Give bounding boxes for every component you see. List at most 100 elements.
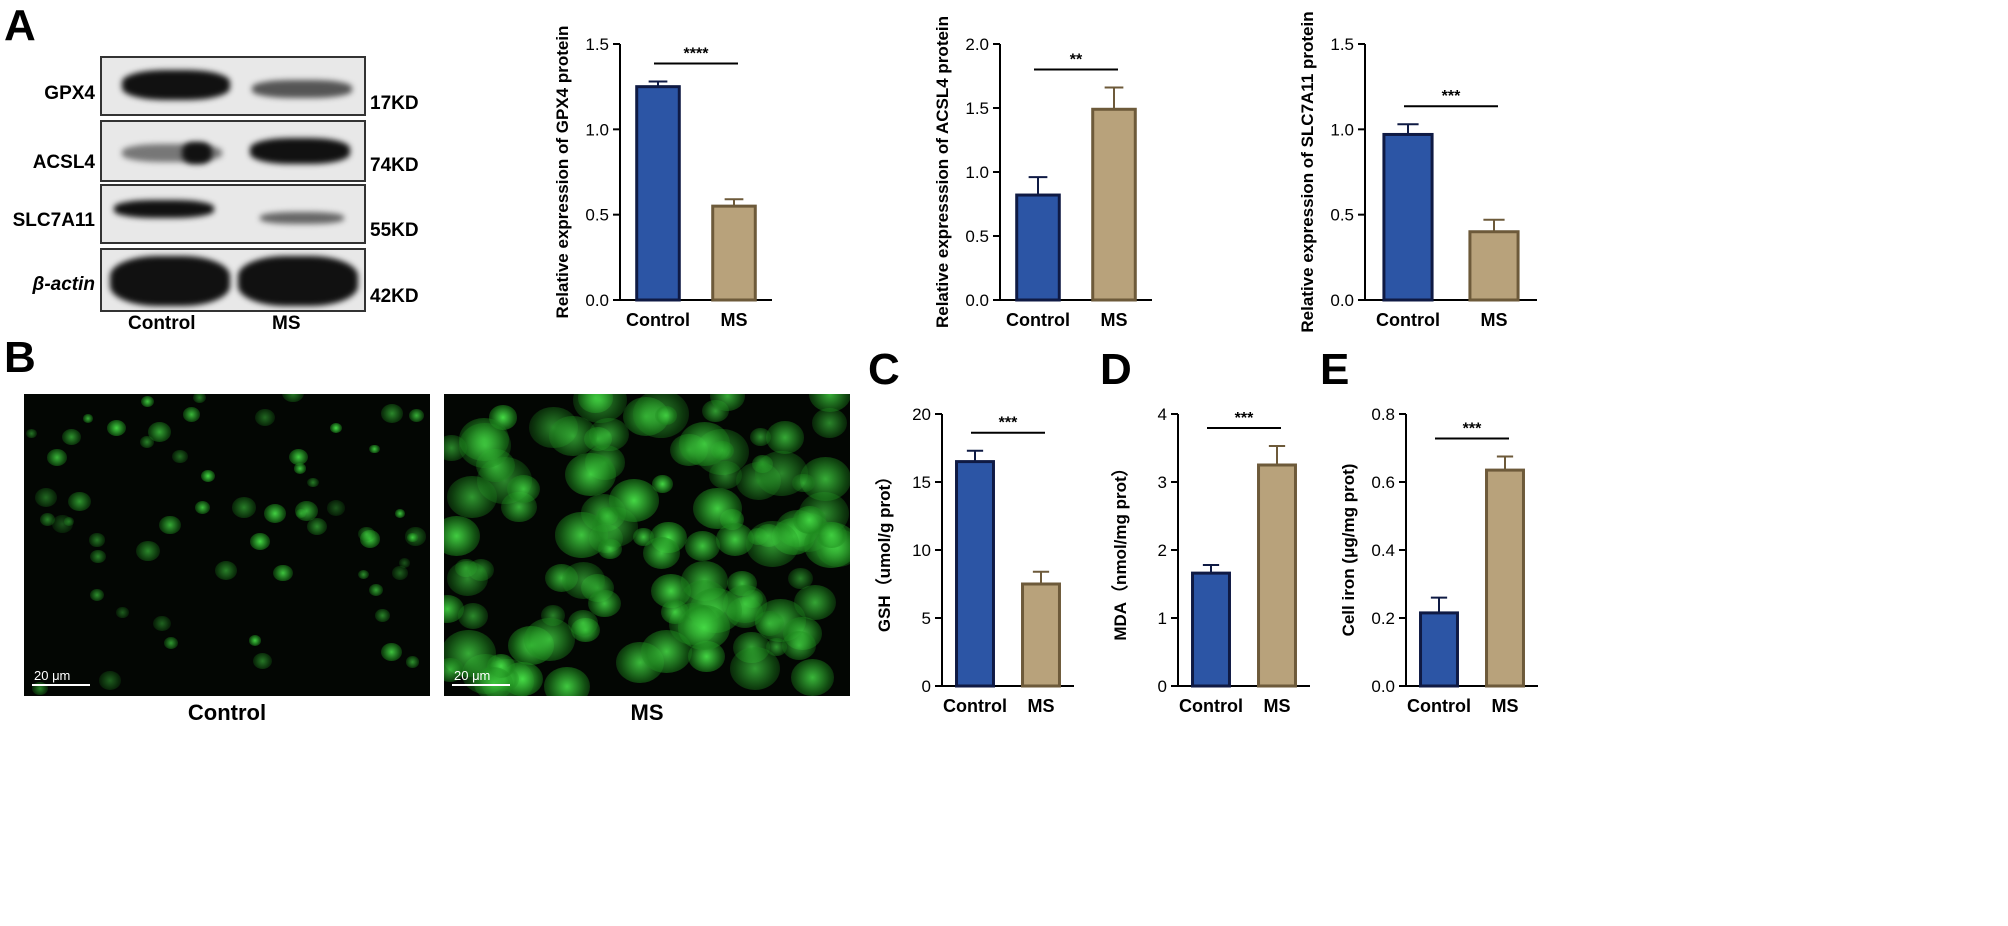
cell bbox=[369, 444, 380, 454]
y-axis-label: GSH（umol/g prot） bbox=[874, 468, 894, 632]
cell bbox=[409, 409, 425, 423]
y-tick-label: 0.8 bbox=[1371, 405, 1395, 424]
y-tick-label: 0 bbox=[1158, 677, 1167, 696]
cell bbox=[808, 394, 850, 413]
y-tick-label: 3 bbox=[1158, 473, 1167, 492]
y-tick-label: 5 bbox=[922, 609, 931, 628]
cell bbox=[375, 609, 390, 622]
cell bbox=[214, 560, 238, 581]
panel-letter-d: D bbox=[1100, 345, 1132, 394]
cell bbox=[524, 617, 575, 661]
x-tick-label: Control bbox=[626, 310, 690, 330]
cell bbox=[407, 532, 418, 542]
cell bbox=[369, 584, 384, 597]
y-axis-label: Relative expression of GPX4 protein bbox=[553, 26, 572, 319]
cell bbox=[136, 540, 160, 561]
cell bbox=[140, 435, 154, 448]
cell bbox=[171, 449, 188, 463]
cell bbox=[678, 422, 731, 466]
cell bbox=[392, 566, 409, 580]
cell bbox=[444, 658, 464, 683]
cell bbox=[661, 600, 690, 625]
y-tick-label: 0.0 bbox=[965, 291, 989, 310]
cell bbox=[34, 488, 57, 507]
bar-ms bbox=[1485, 468, 1525, 688]
cell bbox=[192, 394, 206, 403]
bar-ms bbox=[1021, 582, 1061, 688]
lane-label-control: Control bbox=[128, 313, 196, 334]
cell bbox=[264, 503, 287, 523]
cell bbox=[250, 533, 270, 551]
scale-bar bbox=[452, 684, 510, 686]
cell bbox=[654, 405, 677, 425]
bar-control bbox=[635, 85, 681, 302]
blot-strip-acsl4 bbox=[100, 120, 366, 182]
blot-strip-slc7a11 bbox=[100, 184, 366, 244]
cell bbox=[147, 421, 172, 442]
cell bbox=[544, 667, 590, 696]
cell bbox=[62, 429, 81, 445]
x-tick-label: Control bbox=[943, 696, 1007, 716]
cell bbox=[289, 448, 309, 465]
significance-label: ** bbox=[1070, 52, 1083, 69]
cell bbox=[548, 415, 597, 457]
bar-ms bbox=[1257, 463, 1297, 688]
cell bbox=[64, 517, 75, 527]
cell bbox=[89, 533, 105, 547]
y-axis-label: Relative expresssion of ACSL4 protein bbox=[933, 16, 952, 328]
cell bbox=[200, 469, 216, 483]
y-axis-label: Relative expression of SLC7A11 protein bbox=[1298, 11, 1317, 332]
cell bbox=[40, 513, 56, 526]
x-tick-label: MS bbox=[1264, 696, 1291, 716]
blot-label-acsl4: ACSL4 bbox=[32, 152, 95, 173]
y-tick-label: 2.0 bbox=[965, 35, 989, 54]
cell bbox=[506, 475, 541, 504]
cell bbox=[791, 659, 835, 696]
x-tick-label: MS bbox=[1101, 310, 1128, 330]
chart-mda: 0 1 2 3 4 MDA（nmol/mg prot） Control MS *** bbox=[1110, 405, 1310, 716]
blot-label-gpx4: GPX4 bbox=[44, 83, 95, 104]
blot-strip-gpx4 bbox=[100, 56, 366, 116]
cell bbox=[182, 407, 201, 423]
cell bbox=[68, 491, 91, 512]
cell bbox=[141, 395, 155, 407]
micrograph-control: 20 μm bbox=[24, 394, 430, 696]
cell bbox=[447, 475, 498, 519]
cell bbox=[153, 616, 171, 632]
x-tick-label: MS bbox=[1028, 696, 1055, 716]
y-tick-label: 15 bbox=[912, 473, 931, 492]
cell bbox=[693, 488, 742, 530]
panel-letter-a: A bbox=[4, 1, 36, 50]
x-tick-label: MS bbox=[1481, 310, 1508, 330]
cell bbox=[565, 453, 617, 497]
cell bbox=[766, 421, 805, 454]
y-tick-label: 1 bbox=[1158, 609, 1167, 628]
bar-control bbox=[1382, 132, 1434, 302]
scale-bar bbox=[32, 684, 90, 686]
cell bbox=[326, 500, 345, 516]
chart-acsl4: 0.0 0.5 1.0 1.5 2.0 Relative expresssion of A… bbox=[933, 16, 1152, 330]
panel-letter-e: E bbox=[1320, 345, 1350, 394]
blot-label-beta-actin: β-actin bbox=[32, 274, 95, 295]
y-tick-label: 0.0 bbox=[1371, 677, 1395, 696]
cell bbox=[380, 642, 402, 661]
cell bbox=[729, 647, 780, 690]
scale-label: 20 μm bbox=[34, 668, 71, 683]
cell bbox=[163, 636, 178, 649]
y-tick-label: 0.5 bbox=[1330, 206, 1354, 225]
bar-control bbox=[1419, 611, 1459, 688]
cell bbox=[89, 588, 104, 601]
cell bbox=[749, 427, 772, 447]
cell bbox=[90, 549, 107, 564]
bar-control bbox=[1191, 571, 1231, 688]
cell bbox=[651, 475, 674, 494]
cell bbox=[329, 422, 343, 434]
cell bbox=[106, 420, 126, 437]
bar-ms bbox=[1468, 230, 1520, 302]
y-tick-label: 1.5 bbox=[1330, 35, 1354, 54]
bar-ms bbox=[1091, 107, 1137, 302]
cell bbox=[248, 635, 262, 647]
y-tick-label: 0.4 bbox=[1371, 541, 1395, 560]
cell bbox=[26, 429, 37, 438]
y-tick-label: 0.5 bbox=[585, 206, 609, 225]
